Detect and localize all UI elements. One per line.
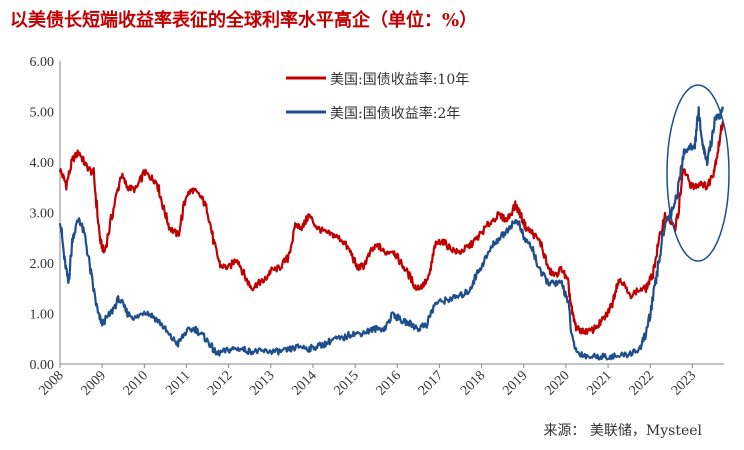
y-tick-label: 5.00 (30, 106, 55, 121)
x-tick-label: 2014 (289, 368, 319, 398)
source-note: 来源： 美联储，Mysteel (543, 423, 702, 439)
x-tick-label: 2011 (163, 368, 193, 398)
x-tick-label: 2022 (627, 368, 657, 398)
x-tick-label: 2019 (500, 368, 530, 398)
x-tick-label: 2023 (669, 368, 699, 398)
y-tick-label: 2.00 (30, 257, 55, 272)
series-line-2y (58, 106, 724, 361)
legend-label: 美国:国债收益率:2年 (330, 105, 460, 122)
x-tick-label: 2020 (542, 368, 572, 398)
y-tick-label: 0.00 (30, 358, 55, 373)
highlight-ellipse (666, 84, 730, 262)
x-tick-label: 2021 (584, 368, 614, 398)
x-tick-label: 2009 (79, 368, 109, 398)
x-tick-label: 2013 (247, 368, 277, 398)
legend-label: 美国:国债收益率:10年 (330, 71, 469, 88)
y-tick-label: 3.00 (30, 207, 55, 222)
x-tick-label: 2018 (458, 368, 488, 398)
x-tick-label: 2016 (374, 368, 404, 398)
y-tick-label: 4.00 (30, 156, 55, 171)
x-tick-label: 2017 (416, 368, 446, 398)
x-tick-label: 2015 (332, 368, 362, 398)
series-line-10y (58, 121, 724, 335)
annotation-layer (666, 84, 730, 262)
y-tick-label: 1.00 (30, 308, 55, 323)
chart-title: 以美债长短端收益率表征的全球利率水平高企（单位：%） (10, 10, 478, 31)
x-tick-label: 2012 (205, 368, 235, 398)
x-tick-label: 2010 (121, 368, 151, 398)
chart-series-lines (58, 106, 724, 361)
y-tick-label: 6.00 (30, 55, 55, 70)
